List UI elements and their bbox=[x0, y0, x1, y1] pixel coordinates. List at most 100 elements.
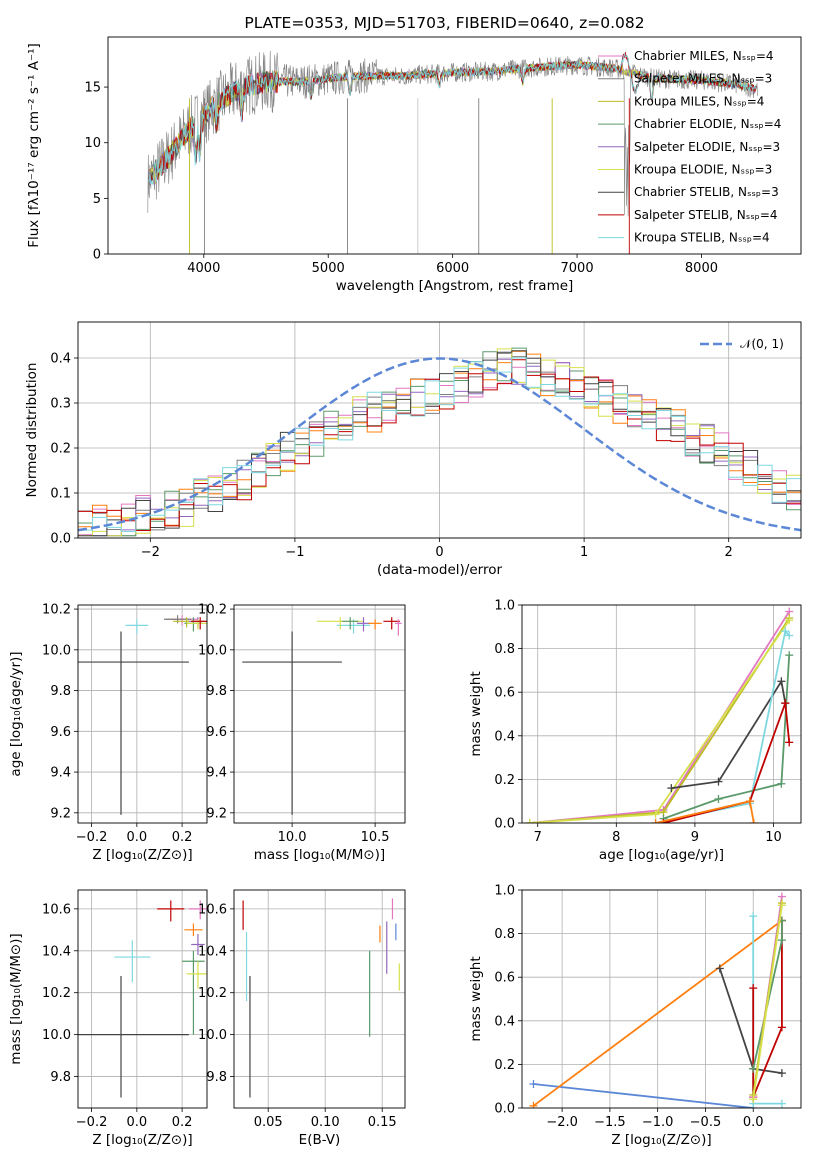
x-tick-label: 10.5 bbox=[361, 830, 390, 845]
y-axis-label: mass weight bbox=[468, 671, 484, 756]
panel-5-axes bbox=[518, 604, 801, 827]
y-tick-label: 9.4 bbox=[206, 766, 227, 781]
mass-weight-marker bbox=[667, 784, 676, 793]
y-tick-label: 0.2 bbox=[494, 773, 515, 788]
panel-1-frame bbox=[107, 36, 802, 255]
residual-histogram-5 bbox=[78, 358, 801, 537]
legend-entry: Chabrier ELODIE, Nₛₛₚ=4 bbox=[634, 117, 781, 131]
y-tick-label: 10.4 bbox=[42, 944, 71, 959]
errorbar-point bbox=[191, 617, 207, 630]
errorbar-point bbox=[78, 975, 189, 1098]
legend-entry: Salpeter ELODIE, Nₛₛₚ=3 bbox=[634, 140, 780, 154]
chart-title: PLATE=0353, MJD=51703, FIBERID=0640, z=0… bbox=[244, 14, 644, 32]
mass-weight-marker bbox=[785, 651, 794, 660]
panel-6-axes bbox=[74, 890, 207, 1112]
errorbar-point bbox=[188, 900, 207, 920]
y-tick-label: 10.4 bbox=[198, 944, 227, 959]
mass-weight-marker bbox=[651, 819, 660, 823]
x-tick-label: 0.0 bbox=[126, 830, 147, 845]
y-tick-label: 0.2 bbox=[494, 1058, 515, 1073]
y-tick-label: 1.0 bbox=[494, 884, 515, 899]
x-tick-label: 1 bbox=[580, 545, 588, 560]
errorbar-point bbox=[157, 900, 185, 922]
errorbar-point bbox=[368, 619, 382, 630]
y-tick-label: 0.8 bbox=[494, 927, 515, 942]
errorbar-point bbox=[184, 923, 203, 937]
x-tick-label: −1 bbox=[285, 545, 304, 560]
x-axis-label: mass [log₁₀(M/M⊙)] bbox=[254, 847, 385, 863]
y-axis-label: Flux [fλ10⁻¹⁷ erg cm⁻² s⁻¹ A⁻¹] bbox=[26, 43, 42, 248]
y-tick-label: 0.4 bbox=[494, 1014, 515, 1029]
x-tick-label: 0.05 bbox=[254, 1115, 283, 1130]
x-tick-label: 10 bbox=[765, 830, 782, 845]
legend-entry: Kroupa ELODIE, Nₛₛₚ=3 bbox=[634, 163, 772, 177]
x-tick-label: 0.2 bbox=[172, 830, 193, 845]
mass-weight-marker bbox=[714, 777, 723, 786]
y-tick-label: 10.0 bbox=[42, 1028, 71, 1043]
mass-weight-marker bbox=[749, 984, 758, 993]
y-tick-label: 9.8 bbox=[206, 684, 227, 699]
errorbar-point bbox=[114, 940, 151, 983]
y-axis-label: mass [log₁₀(M/M⊙)] bbox=[8, 933, 24, 1064]
x-axis-label: age [log₁₀(age/yr)] bbox=[599, 847, 724, 863]
x-tick-label: 8000 bbox=[685, 261, 718, 276]
x-tick-label: 5000 bbox=[312, 261, 345, 276]
x-tick-label: −1.0 bbox=[642, 1115, 674, 1130]
legend-entry: Salpeter MILES, Nₛₛₚ=3 bbox=[634, 72, 772, 86]
mass-weight-marker bbox=[745, 797, 754, 806]
panel-3-frame bbox=[77, 604, 208, 824]
residual-histogram-4 bbox=[78, 347, 801, 537]
mass-weight-marker bbox=[749, 1095, 758, 1104]
mass-weight-marker bbox=[777, 677, 786, 686]
mass-weight-marker bbox=[777, 1099, 786, 1108]
x-tick-label: 4000 bbox=[187, 261, 220, 276]
mass-weight-marker bbox=[529, 1101, 538, 1108]
mass-weight-marker bbox=[785, 631, 794, 640]
x-axis-label: Z [log₁₀(Z/Z⊙)] bbox=[92, 1132, 192, 1148]
panel-6-frame bbox=[77, 889, 208, 1109]
y-tick-label: 9.4 bbox=[50, 766, 71, 781]
mass-weight-marker bbox=[529, 1080, 538, 1089]
mass-weight-line-9 bbox=[752, 905, 783, 1100]
y-axis-label: age [log₁₀(age/yr)] bbox=[8, 651, 24, 776]
mass-weight-marker bbox=[715, 964, 724, 973]
y-tick-label: 9.2 bbox=[50, 806, 71, 821]
mass-weight-marker bbox=[749, 912, 758, 921]
y-tick-label: 10.6 bbox=[42, 902, 71, 917]
errorbar-layer bbox=[78, 900, 207, 1098]
x-tick-label: −0.5 bbox=[690, 1115, 722, 1130]
legend-entry: Kroupa STELIB, Nₛₛₚ=4 bbox=[634, 231, 770, 245]
y-tick-label: 0.4 bbox=[50, 352, 71, 367]
x-tick-label: −0.2 bbox=[76, 1115, 108, 1130]
y-tick-label: 10.2 bbox=[42, 986, 71, 1001]
x-tick-label: 8 bbox=[612, 830, 620, 845]
panel-3-axes bbox=[74, 605, 207, 827]
x-tick-label: −2.0 bbox=[546, 1115, 578, 1130]
errorbar-layer bbox=[242, 617, 402, 815]
mass-weight-marker bbox=[777, 1069, 786, 1078]
y-tick-label: 10.2 bbox=[198, 986, 227, 1001]
y-tick-label: 0.4 bbox=[494, 729, 515, 744]
panel-4-axes bbox=[230, 605, 405, 827]
y-tick-label: 0.0 bbox=[50, 532, 71, 547]
y-tick-label: 15 bbox=[84, 81, 101, 96]
errorbar-point bbox=[341, 617, 359, 630]
panel-8-axes bbox=[518, 889, 801, 1112]
mass-weight-marker bbox=[714, 795, 723, 804]
y-tick-label: 5 bbox=[93, 192, 101, 207]
x-axis-label: E(B-V) bbox=[299, 1132, 341, 1148]
y-tick-label: 10.0 bbox=[42, 643, 71, 658]
errorbar-layer bbox=[242, 898, 400, 1098]
mass-weight-line-4 bbox=[671, 678, 787, 789]
errorbar-point bbox=[356, 617, 371, 632]
y-tick-label: 0.0 bbox=[494, 1102, 515, 1117]
x-tick-label: 0.15 bbox=[368, 1115, 397, 1130]
gaussian-reference-curve bbox=[78, 357, 801, 532]
mass-weight-marker bbox=[785, 616, 794, 625]
mass-weight-lines bbox=[529, 892, 786, 1108]
errorbar-point bbox=[125, 619, 149, 634]
mass-weight-marker bbox=[781, 627, 790, 636]
model-line-9 bbox=[148, 51, 757, 186]
mass-weight-marker bbox=[785, 738, 794, 747]
